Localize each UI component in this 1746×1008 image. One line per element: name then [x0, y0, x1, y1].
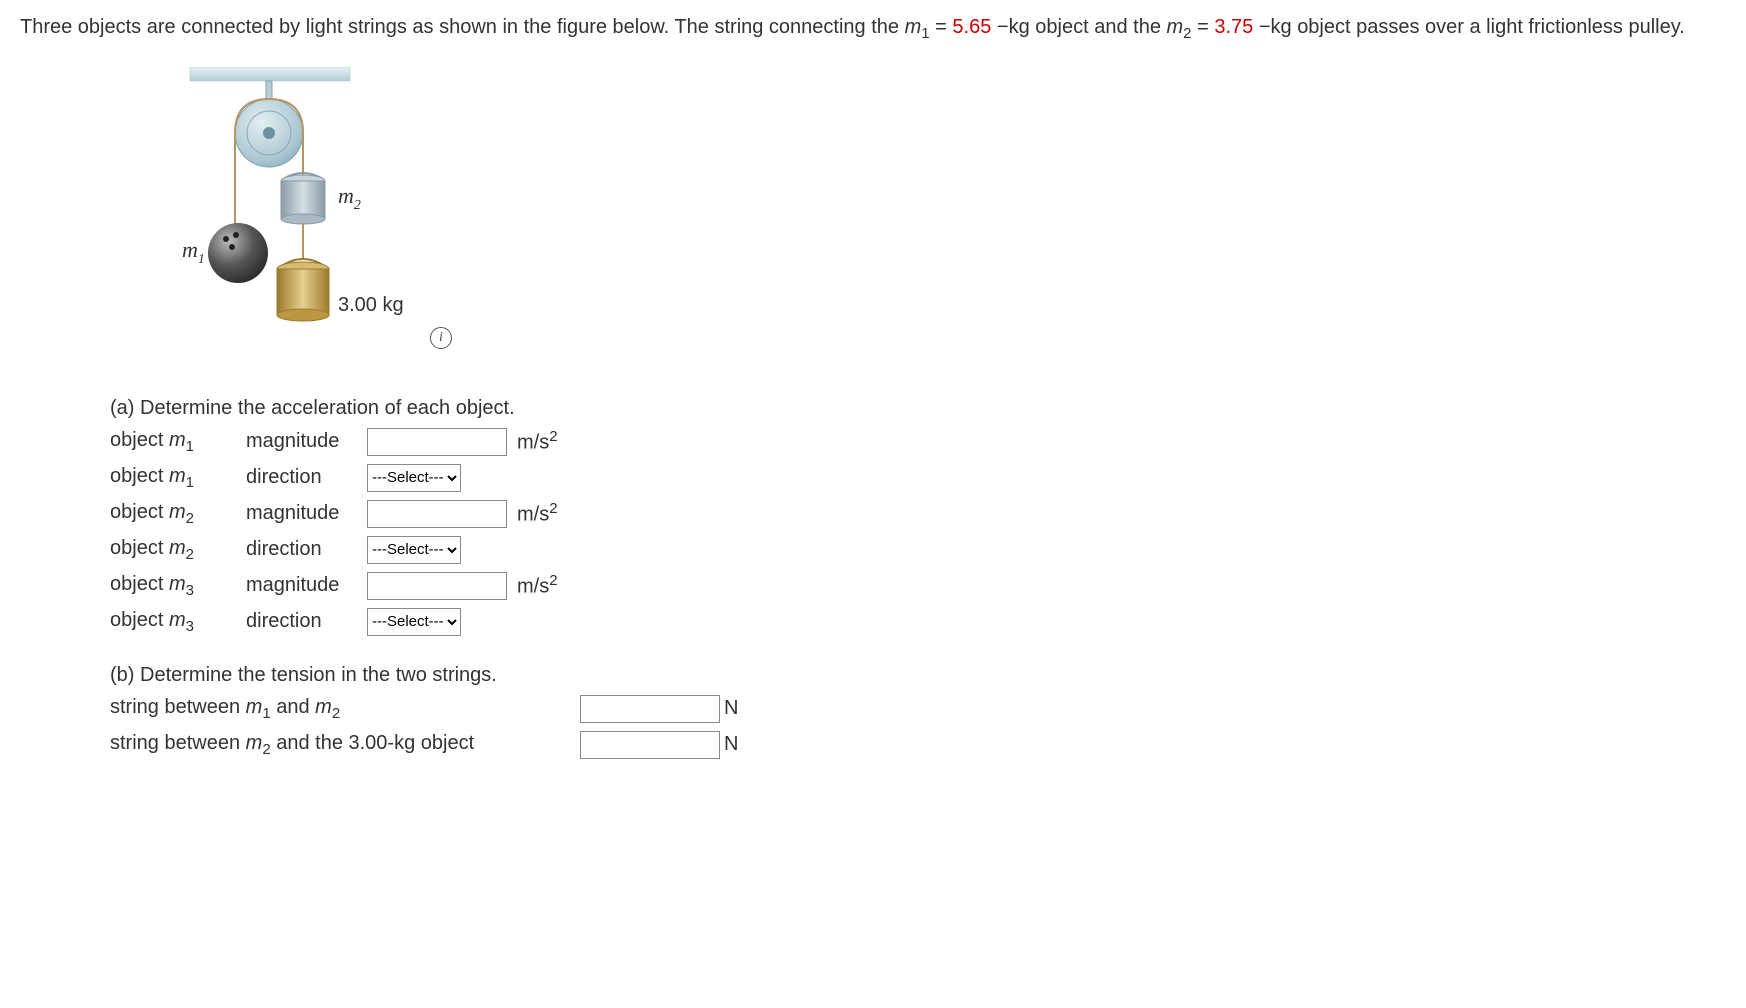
- obj-prefix: object: [110, 537, 169, 559]
- b-label-pre: string between: [110, 732, 246, 754]
- obj-var: m: [169, 501, 186, 523]
- unit-label: N: [724, 733, 738, 756]
- row-m3-magnitude: object m3 magnitude m/s2: [110, 572, 1726, 600]
- b-mid: and: [271, 696, 315, 718]
- obj-prefix: object: [110, 609, 169, 631]
- obj-prefix: object: [110, 501, 169, 523]
- m3-direction-select[interactable]: ---Select---: [367, 608, 461, 636]
- m2-var: m: [1167, 16, 1184, 38]
- m1-value: 5.65: [952, 16, 991, 38]
- row-m2-direction: object m2 direction ---Select---: [110, 536, 1726, 564]
- eq-text-1: =: [935, 16, 952, 38]
- m1-var: m: [905, 16, 922, 38]
- obj-prefix: object: [110, 573, 169, 595]
- svg-text:m2: m2: [338, 183, 361, 213]
- part-a-heading: (a) Determine the acceleration of each o…: [110, 397, 1726, 420]
- row-tension-1: string between m1 and m2 N: [110, 695, 1726, 723]
- obj-var: m: [169, 573, 186, 595]
- obj-prefix: object: [110, 429, 169, 451]
- obj-sub: 3: [186, 582, 194, 599]
- m3-magnitude-input[interactable]: [367, 572, 507, 600]
- svg-text:3.00 kg: 3.00 kg: [338, 294, 404, 316]
- pulley-figure: m1 m2 3.00 kg i: [120, 67, 400, 367]
- field-label: magnitude: [246, 502, 361, 525]
- field-label: direction: [246, 466, 361, 489]
- info-icon[interactable]: i: [430, 327, 452, 349]
- obj-sub: 3: [186, 618, 194, 635]
- b-mid: and the 3.00-kg object: [271, 732, 474, 754]
- b-s2: 2: [332, 705, 340, 722]
- m2-value: 3.75: [1214, 16, 1253, 38]
- unit-label: m/s2: [517, 500, 558, 527]
- m2-direction-select[interactable]: ---Select---: [367, 536, 461, 564]
- field-label: magnitude: [246, 430, 361, 453]
- m2-magnitude-input[interactable]: [367, 500, 507, 528]
- unit-label: m/s2: [517, 572, 558, 599]
- b-v1: m: [246, 696, 263, 718]
- b-v1: m: [246, 732, 263, 754]
- b-label-pre: string between: [110, 696, 246, 718]
- obj-var: m: [169, 429, 186, 451]
- problem-statement: Three objects are connected by light str…: [20, 10, 1726, 47]
- row-m2-magnitude: object m2 magnitude m/s2: [110, 500, 1726, 528]
- row-m1-magnitude: object m1 magnitude m/s2: [110, 428, 1726, 456]
- obj-prefix: object: [110, 465, 169, 487]
- b-s1: 2: [262, 741, 270, 758]
- tension-m2m3-input[interactable]: [580, 731, 720, 759]
- row-tension-2: string between m2 and the 3.00-kg object…: [110, 731, 1726, 759]
- problem-text-1: Three objects are connected by light str…: [20, 16, 905, 38]
- obj-sub: 2: [186, 546, 194, 563]
- row-m1-direction: object m1 direction ---Select---: [110, 464, 1726, 492]
- row-m3-direction: object m3 direction ---Select---: [110, 608, 1726, 636]
- obj-var: m: [169, 537, 186, 559]
- unit-label: m/s2: [517, 428, 558, 455]
- obj-var: m: [169, 609, 186, 631]
- field-label: magnitude: [246, 574, 361, 597]
- obj-sub: 2: [186, 510, 194, 527]
- b-s1: 1: [262, 705, 270, 722]
- field-label: direction: [246, 538, 361, 561]
- obj-var: m: [169, 465, 186, 487]
- tension-m1m2-input[interactable]: [580, 695, 720, 723]
- b-v2: m: [315, 696, 332, 718]
- m1-sub: 1: [921, 25, 929, 42]
- eq-text-2: =: [1197, 16, 1214, 38]
- obj-sub: 1: [186, 474, 194, 491]
- field-label: direction: [246, 610, 361, 633]
- svg-text:m1: m1: [182, 237, 205, 267]
- m1-direction-select[interactable]: ---Select---: [367, 464, 461, 492]
- part-b-heading: (b) Determine the tension in the two str…: [110, 664, 1726, 687]
- m1-magnitude-input[interactable]: [367, 428, 507, 456]
- m2-sub: 2: [1183, 25, 1191, 42]
- obj-sub: 1: [186, 438, 194, 455]
- m2-unit-text: −kg object passes over a light frictionl…: [1259, 16, 1685, 38]
- m1-unit-text: −kg object and the: [997, 16, 1167, 38]
- unit-label: N: [724, 697, 738, 720]
